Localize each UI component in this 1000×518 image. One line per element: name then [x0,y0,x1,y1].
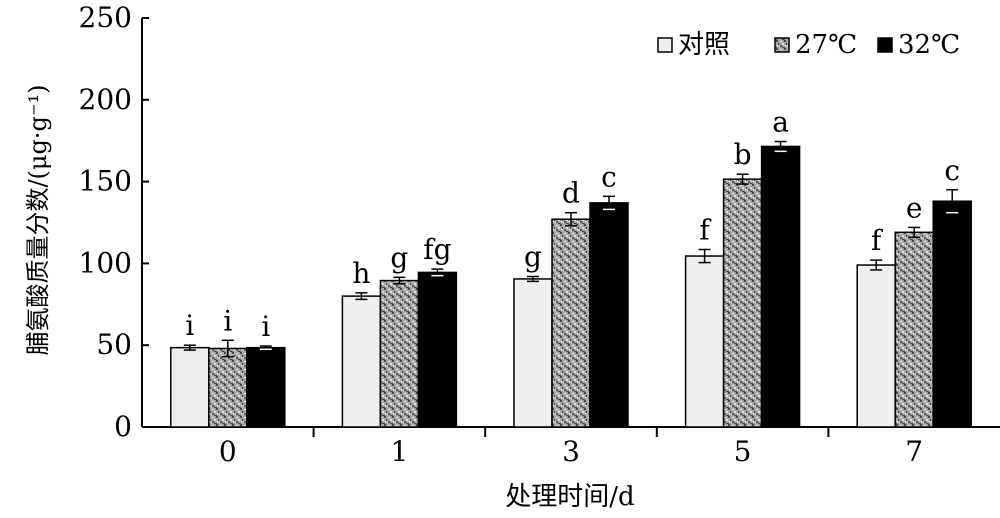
significance-label: d [562,177,580,210]
significance-label: h [352,257,370,290]
bar [341,295,382,428]
y-tick-label: 0 [114,410,132,443]
y-tick-label: 100 [79,246,132,279]
x-tick-label: 7 [905,435,923,468]
bar [417,271,458,428]
bar [513,278,553,428]
x-tick-label: 0 [219,435,237,468]
significance-label: c [944,154,960,187]
legend-label: 27℃ [795,30,857,60]
bar [379,279,420,428]
bar [760,145,801,428]
y-axis-label: 脯氨酸质量分数/(μg·g⁻¹) [24,84,52,355]
significance-label: a [772,106,789,139]
x-tick-label: 5 [734,435,752,468]
y-tick-label: 250 [79,1,132,34]
bar [246,346,286,428]
significance-label: f [871,224,884,257]
legend-swatch [774,37,790,53]
legend-label: 对照 [678,30,730,60]
significance-label: c [601,160,617,193]
legend-swatch [657,37,673,53]
y-tick-label: 150 [79,165,132,198]
y-tick-label: 50 [96,328,132,361]
x-tick-label: 3 [562,435,580,468]
bar [932,200,972,428]
bar [684,255,725,428]
bar [208,347,248,428]
x-axis-label: 处理时间/d [505,482,634,512]
significance-label: g [390,241,408,274]
significance-label: f [699,213,712,246]
bar [589,202,629,428]
significance-label: i [223,304,232,337]
bars [170,140,972,428]
legend-label: 32℃ [898,30,960,60]
y-tick-label: 200 [79,83,132,116]
bar [856,264,896,428]
significance-label: b [734,138,752,171]
bar [170,346,210,428]
legend-swatch [877,37,893,53]
significance-label: e [906,191,923,224]
axes: 0 50 100 150 200 250 0 1 3 5 7 [79,1,1000,468]
bar [551,218,591,428]
significance-label: i [185,309,194,342]
bar [722,178,763,428]
significance-label: g [524,240,542,273]
bar [894,231,934,428]
legend: 对照 27℃ 32℃ [657,30,960,60]
significance-label: fg [423,233,451,266]
significance-label: i [261,310,270,343]
x-tick-label: 1 [390,435,408,468]
